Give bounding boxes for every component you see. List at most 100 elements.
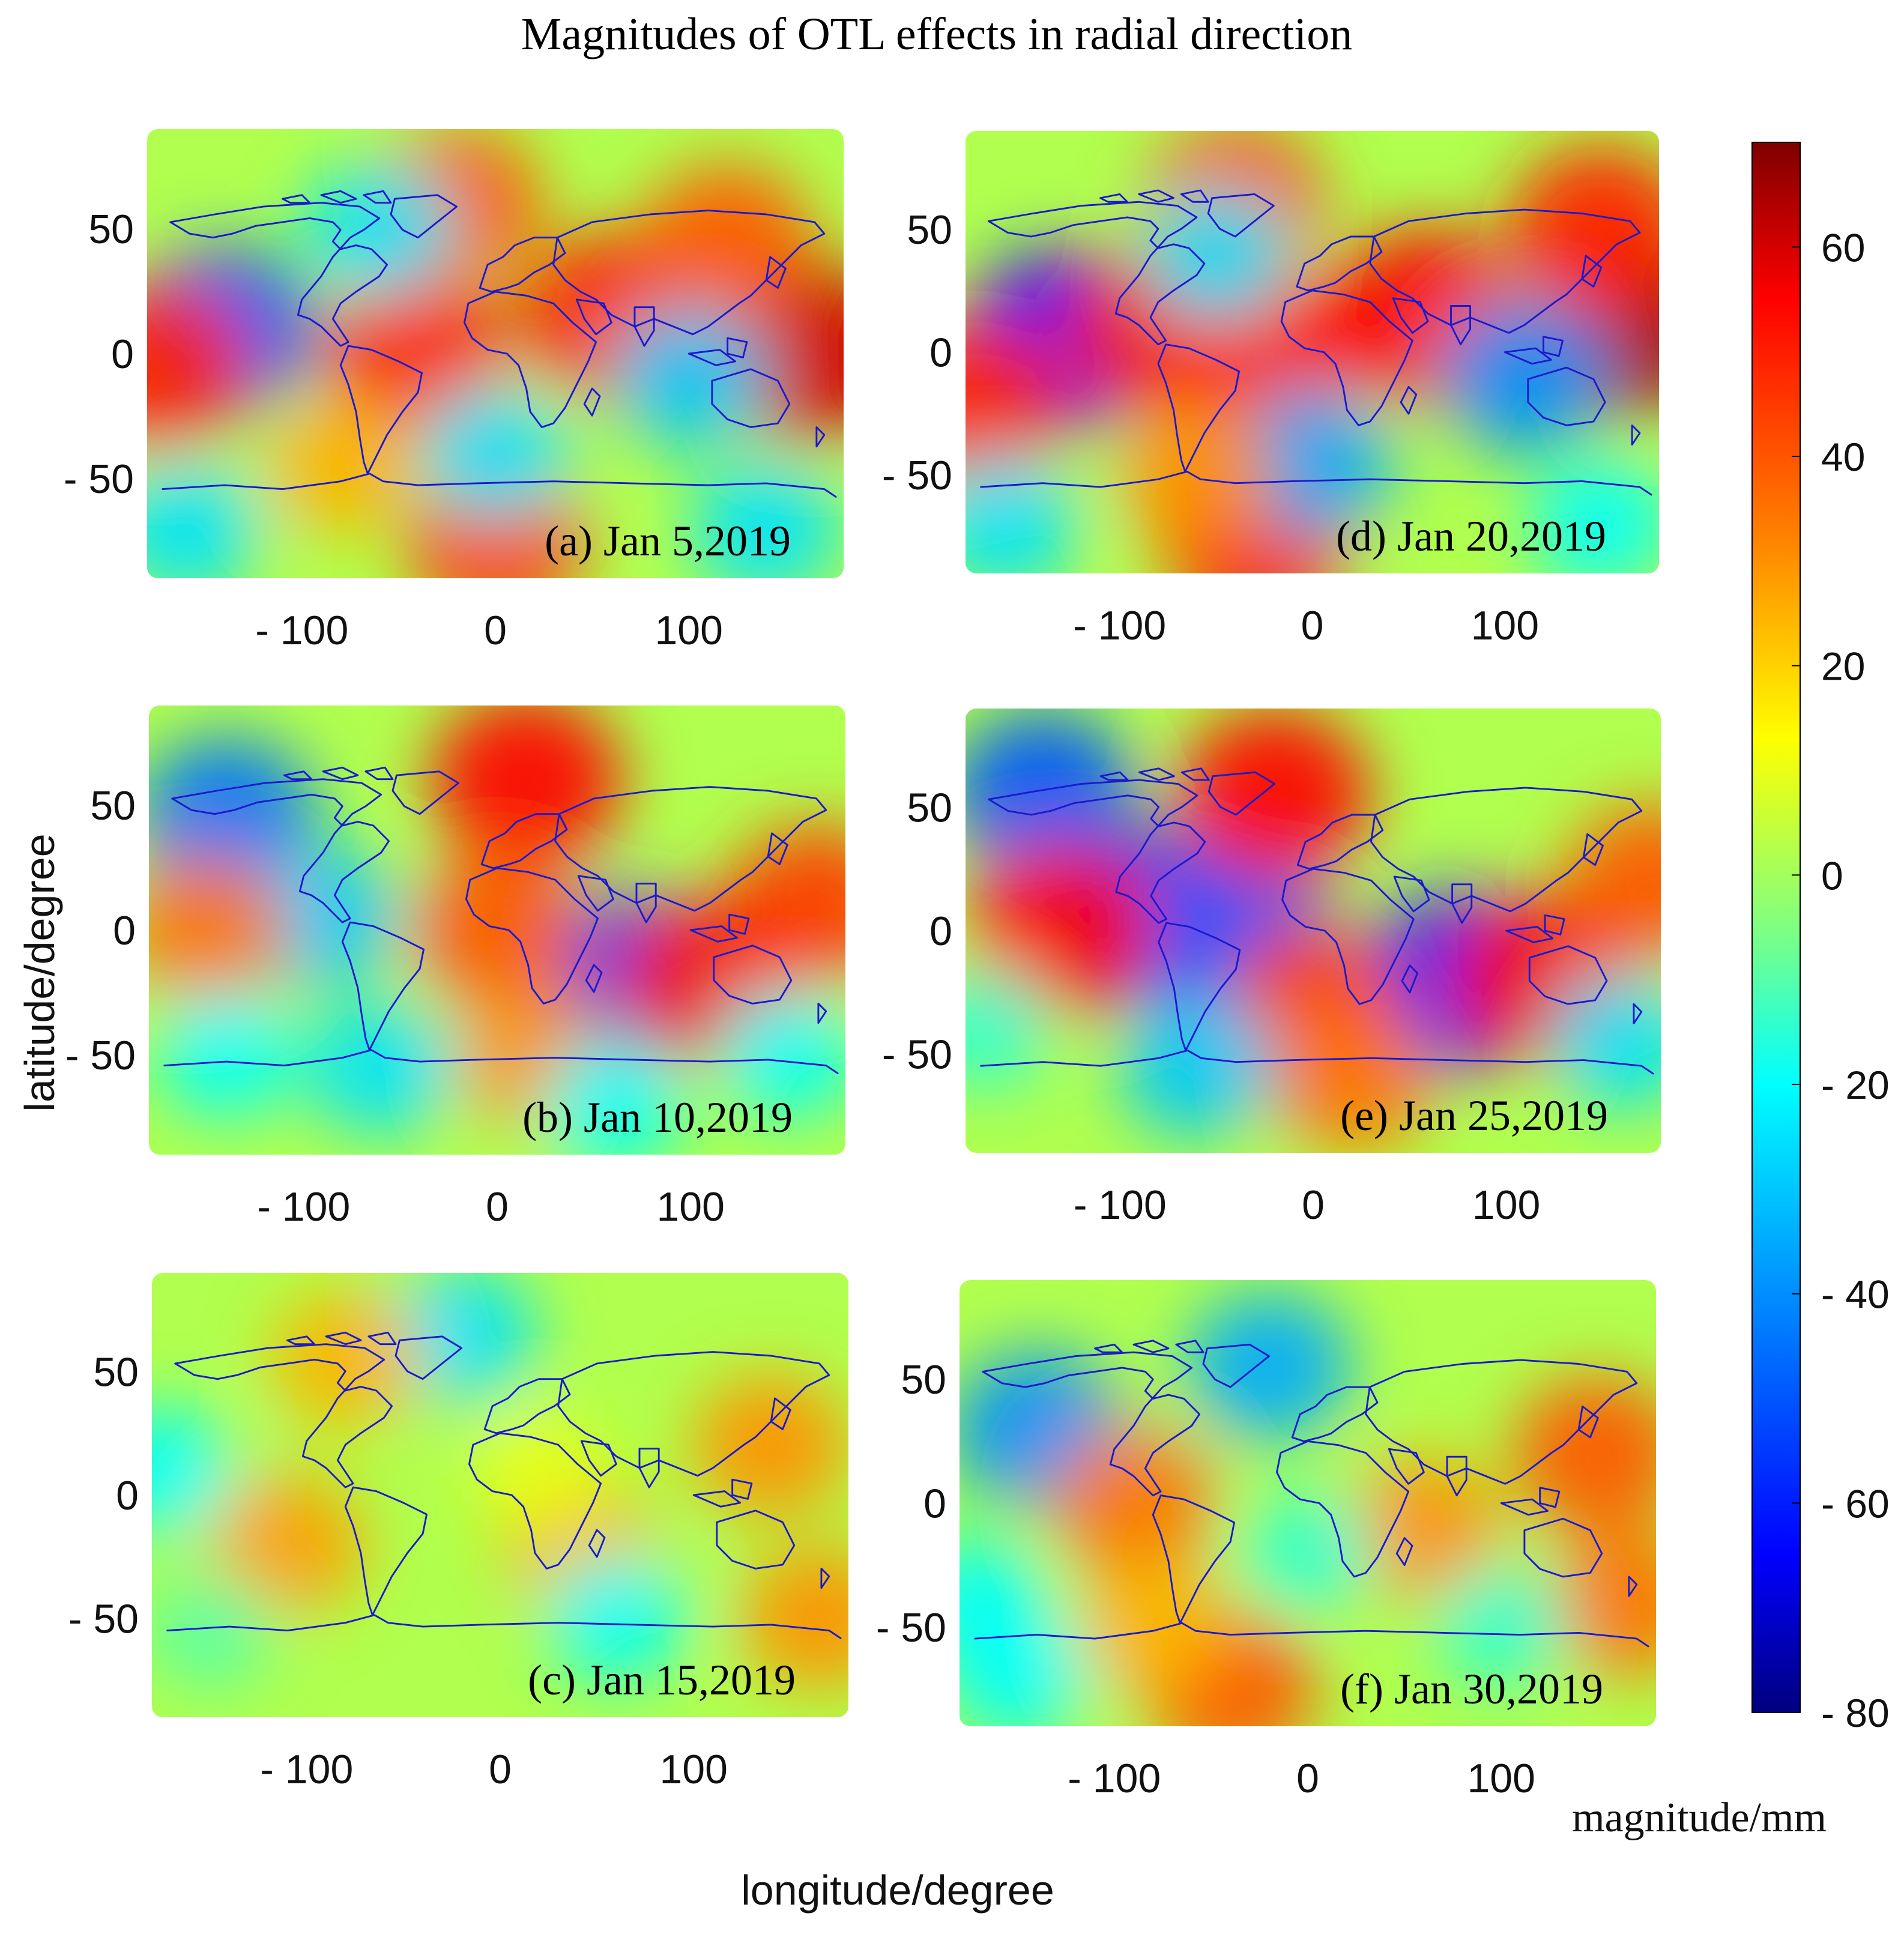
colorbar-tick-label: 40	[1821, 435, 1865, 479]
otl-anomaly	[431, 706, 622, 868]
otl-anomaly	[611, 308, 767, 450]
otl-anomaly	[716, 991, 845, 1119]
otl-anomaly	[966, 968, 1053, 1090]
map-panel: (b) Jan 10,2019 - 100 0 100 50 0 - 50	[65, 706, 845, 1230]
x-tick-label: 100	[1467, 1756, 1535, 1801]
y-tick-label: - 50	[882, 1032, 952, 1078]
y-tick-label: - 50	[882, 453, 952, 498]
otl-anomaly	[1439, 300, 1610, 454]
x-tick-label: - 100	[1074, 1182, 1167, 1228]
otl-anomaly	[1433, 1566, 1569, 1688]
x-axis-label: longitude/degree	[741, 1867, 1054, 1914]
x-tick-label: 100	[656, 1184, 724, 1230]
otl-anomaly	[1545, 1528, 1656, 1676]
otl-anomaly	[1547, 974, 1661, 1110]
otl-anomaly	[420, 386, 570, 521]
otl-anomaly	[149, 737, 315, 898]
y-tick-label: 50	[93, 1349, 139, 1395]
colorbar-gradient	[1751, 142, 1801, 1713]
otl-anomaly	[1078, 1559, 1228, 1694]
y-tick-label: 0	[923, 1481, 946, 1527]
otl-anomaly	[306, 1000, 456, 1135]
panel-label: (b) Jan 10,2019	[522, 1093, 793, 1141]
y-tick-label: 0	[113, 908, 136, 953]
otl-anomaly	[693, 1375, 848, 1517]
colorbar-tick-label: - 60	[1821, 1481, 1890, 1526]
map-panels: (a) Jan 5,2019 - 100 0 100 50 0 - 50 (b) Jan 10…	[64, 129, 1661, 1801]
map-panel: (f) Jan 30,2019 - 100 0 100 50 0 - 50	[876, 1280, 1656, 1801]
otl-anomaly	[691, 461, 841, 578]
otl-anomaly	[266, 398, 416, 534]
y-tick-label: 50	[90, 783, 136, 829]
colorbar-tick-label: - 80	[1821, 1691, 1890, 1735]
y-tick-label: 0	[116, 1473, 139, 1518]
otl-anomaly	[1509, 145, 1659, 313]
otl-anomaly	[1052, 1429, 1215, 1577]
y-tick-label: 0	[111, 331, 134, 377]
otl-anomaly	[1187, 1293, 1351, 1441]
otl-anomaly	[1513, 1376, 1656, 1531]
y-tick-label: - 50	[876, 1605, 946, 1651]
otl-anomaly	[152, 1406, 233, 1535]
map-panel: (d) Jan 20,2019 - 100 0 100 50 0 - 50	[882, 131, 1659, 648]
colorbar-ticks: 60 40 20 0 - 20 - 40 - 60 - 80	[1792, 225, 1890, 1735]
x-tick-label: 0	[484, 608, 507, 653]
otl-anomaly	[966, 711, 1135, 879]
otl-anomaly	[966, 844, 1158, 1018]
x-tick-label: 0	[486, 1184, 509, 1230]
y-tick-label: 50	[907, 207, 952, 253]
otl-anomaly	[147, 282, 249, 450]
y-tick-label: 0	[929, 908, 952, 954]
panel-label: (e) Jan 25,2019	[1340, 1092, 1608, 1140]
colorbar-tick-label: - 20	[1821, 1063, 1890, 1107]
otl-anomaly	[1230, 388, 1394, 537]
otl-anomaly	[642, 164, 813, 319]
map-panel: (a) Jan 5,2019 - 100 0 100 50 0 - 50	[64, 129, 844, 653]
otl-anomaly	[1530, 460, 1659, 573]
otl-anomaly	[1346, 1457, 1502, 1599]
colorbar-tick-label: 60	[1821, 225, 1865, 270]
otl-anomaly	[545, 1554, 688, 1683]
map-panel: (e) Jan 25,2019 - 100 0 100 50 0 - 50	[882, 709, 1661, 1228]
otl-anomaly	[304, 162, 454, 297]
x-tick-label: 100	[659, 1747, 727, 1792]
otl-anomaly	[147, 461, 261, 578]
x-tick-label: - 100	[260, 1747, 353, 1792]
otl-anomaly	[412, 853, 582, 1008]
colorbar-label: magnitude/mm	[1572, 1795, 1827, 1841]
colorbar-tick-label: 0	[1821, 853, 1843, 898]
panel-label: (c) Jan 15,2019	[528, 1656, 796, 1704]
otl-anomaly	[152, 1573, 274, 1688]
y-axis-label: latitude/degree	[16, 833, 63, 1111]
y-tick-label: - 50	[64, 456, 134, 502]
otl-anomaly	[1566, 804, 1661, 959]
otl-anomaly	[1119, 404, 1275, 546]
y-tick-label: 50	[907, 785, 952, 830]
x-tick-label: - 100	[257, 1184, 350, 1230]
otl-anomaly	[1141, 186, 1291, 321]
panel-label: (a) Jan 5,2019	[545, 517, 791, 565]
x-tick-label: 100	[1471, 603, 1539, 648]
x-tick-label: 0	[1302, 1182, 1325, 1228]
otl-anomaly	[155, 991, 298, 1119]
colorbar-tick-label: 20	[1821, 644, 1865, 689]
y-tick-label: 50	[901, 1357, 946, 1403]
otl-anomaly	[741, 1548, 848, 1690]
x-tick-label: 100	[1472, 1182, 1540, 1228]
otl-anomaly	[960, 1612, 1089, 1726]
x-tick-label: - 100	[255, 608, 348, 653]
otl-anomaly	[474, 1413, 603, 1528]
x-tick-label: 0	[1296, 1756, 1319, 1801]
x-tick-label: - 100	[1068, 1756, 1161, 1801]
otl-anomaly	[1119, 996, 1275, 1137]
chart-title: Magnitudes of OTL effects in radial dire…	[521, 9, 1352, 59]
x-tick-label: 0	[1301, 603, 1324, 648]
colorbar: 60 40 20 0 - 20 - 40 - 60 - 80 magnitude/mm	[1572, 142, 1890, 1841]
otl-anomaly	[1179, 709, 1370, 882]
otl-anomaly	[542, 1041, 685, 1155]
colorbar-tick-label: - 40	[1821, 1272, 1890, 1317]
otl-anomaly	[271, 1292, 420, 1427]
x-tick-label: 0	[489, 1747, 512, 1792]
otl-anomaly	[387, 1273, 536, 1402]
